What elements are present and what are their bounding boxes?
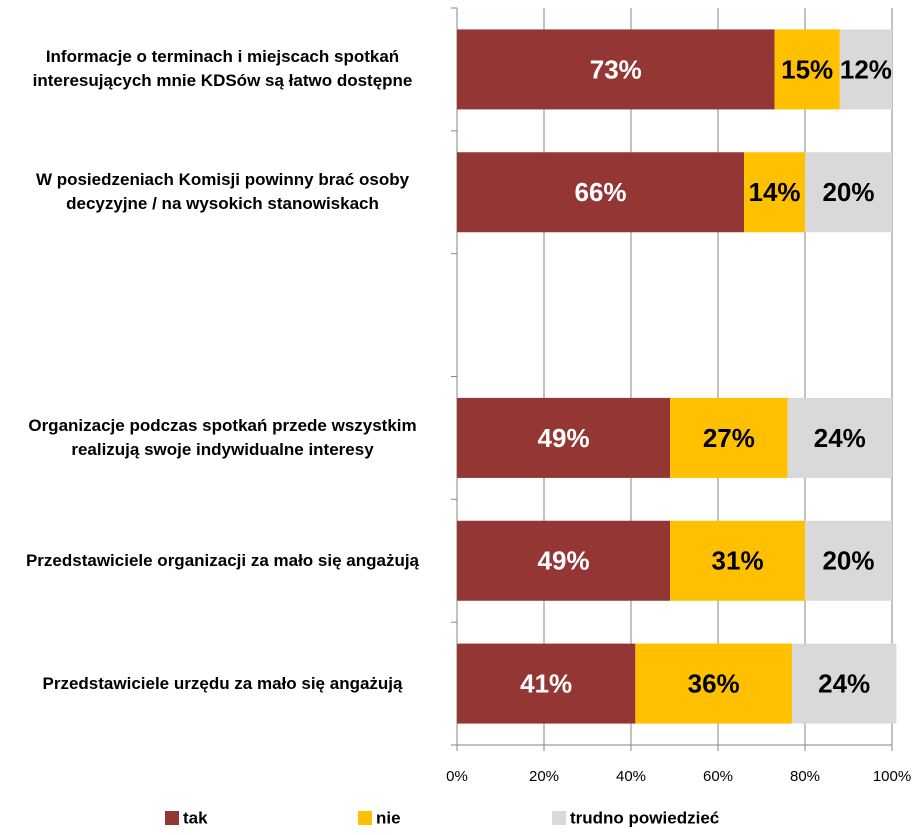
legend-swatch [358,811,372,825]
x-tick-label: 80% [790,768,820,785]
data-label: 73% [590,54,642,84]
x-tick-label: 0% [446,768,468,785]
x-tick-label: 100% [873,768,911,785]
bar [670,520,805,601]
legend-swatch [165,811,179,825]
data-label: 31% [712,546,764,576]
bar [839,29,892,110]
data-label: 66% [575,177,627,207]
y-tick-label: Przedstawiciele urzędu za mało się angaż… [42,673,403,693]
y-tick-label: Organizacje podczas spotkań przede wszys… [28,415,417,459]
data-label: 12% [840,54,892,84]
x-tick-label: 20% [529,768,559,785]
bar [805,520,892,601]
bar [457,643,636,724]
legend-label: tak [183,808,208,827]
y-tick-label: Informacje o terminach i miejscach spotk… [32,47,413,91]
legend-label: trudno powiedzieć [570,808,719,827]
data-label: 20% [822,177,874,207]
legend-label: nie [376,808,401,827]
bar [457,520,671,601]
bar [744,152,805,233]
bar [774,29,840,110]
data-label: 41% [520,668,572,698]
legend-swatch [552,811,566,825]
bar [805,152,892,233]
data-label: 15% [781,54,833,84]
data-label: 27% [703,423,755,453]
bar [791,643,897,724]
bar [457,397,671,478]
data-label: 24% [818,668,870,698]
x-tick-label: 60% [703,768,733,785]
data-label: 20% [822,546,874,576]
bar [787,397,892,478]
y-tick-label: Przedstawiciele organizacji za mało się … [25,550,420,570]
y-tick-label: W posiedzeniach Komisji powinny brać oso… [35,170,410,214]
x-tick-label: 40% [616,768,646,785]
bar [670,397,788,478]
bar [457,152,745,233]
data-label: 49% [538,546,590,576]
data-label: 24% [814,423,866,453]
data-label: 49% [538,423,590,453]
bar [635,643,792,724]
data-label: 36% [688,668,740,698]
bar [457,29,775,110]
data-label: 14% [749,177,801,207]
